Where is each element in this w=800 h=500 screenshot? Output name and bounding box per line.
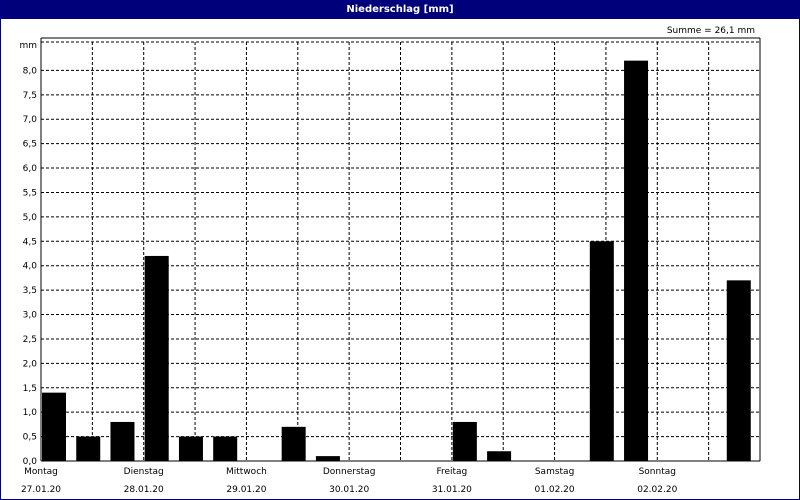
x-date-label: 28.01.20 [124,485,164,495]
x-day-label: Freitag [436,467,467,477]
precipitation-bar [726,280,751,461]
x-day-label: Donnerstag [323,467,376,477]
precipitation-bar [178,436,203,461]
y-tick-label: 1,0 [23,408,38,418]
y-tick-label: 3,5 [23,286,37,296]
y-tick-label: 7,5 [23,91,37,101]
precipitation-bar [144,255,169,461]
x-day-label: Dienstag [124,467,164,477]
precipitation-bar [76,436,101,461]
y-tick-label: 4,0 [23,262,38,272]
x-date-label: 31.01.20 [432,485,472,495]
x-date-label: 02.02.20 [637,485,677,495]
y-tick-label: 3,0 [23,311,38,321]
x-date-label: 30.01.20 [329,485,369,495]
x-day-label: Montag [24,467,58,477]
y-tick-label: 0,5 [23,433,37,443]
precipitation-bar [487,451,512,461]
y-tick-label: 5,0 [23,213,38,223]
y-tick-label: 1,5 [23,384,37,394]
y-tick-label: 4,5 [23,237,37,247]
chart-axis: 0,0 0,5 1,0 1,5 2,0 2,5 3,0 3,5 4,0 4,5 5,0 5,5 6,0 6… [21,37,761,495]
precipitation-bar [624,60,649,461]
x-day-label: Samstag [535,467,574,477]
y-tick-label: 5,5 [23,188,37,198]
x-date-label: 01.02.20 [535,485,575,495]
precipitation-bar [281,426,306,461]
y-tick-label: 8,0 [23,66,38,76]
precipitation-bar [315,456,340,461]
y-tick-label: 6,5 [23,140,37,150]
precipitation-bar [452,421,477,461]
precipitation-bar [110,421,135,461]
y-tick-label: 7,0 [23,115,38,125]
precipitation-bar [213,436,238,461]
precipitation-bar [42,392,66,461]
y-axis-unit-label: mm [19,41,37,51]
y-tick-label: 2,5 [23,335,37,345]
x-day-label: Mittwoch [226,467,267,477]
chart-bars [42,60,751,461]
y-tick-label: 0,0 [23,457,38,467]
precipitation-sum: Summe = 26,1 mm [666,26,755,36]
y-tick-label: 6,0 [23,164,38,174]
x-day-label: Sonntag [639,467,676,477]
y-tick-label: 2,0 [23,359,38,369]
x-date-label: 29.01.20 [226,485,266,495]
precipitation-bar [589,241,614,461]
x-date-label: 27.01.20 [21,485,61,495]
window-title: Niederschlag [mm] [1,1,799,19]
